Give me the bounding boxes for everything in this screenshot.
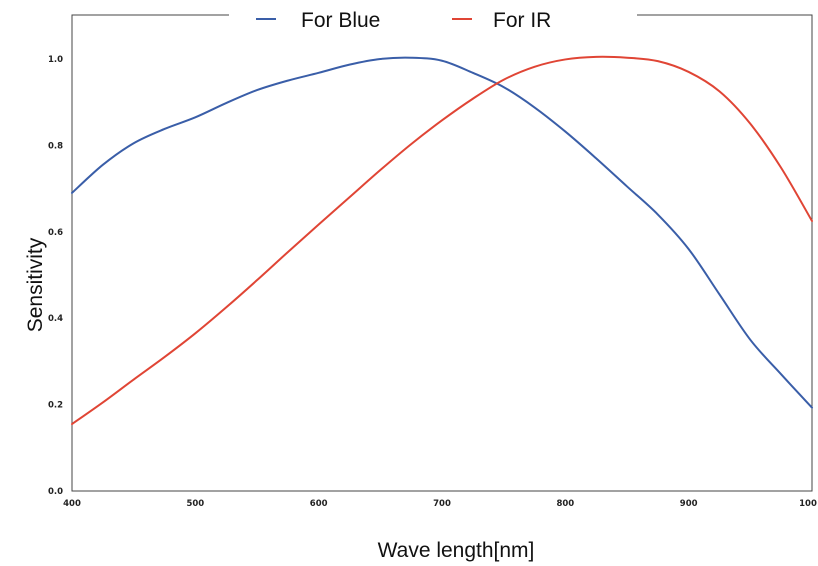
x-axis-ticks: 400 500 600 700 800 900 100 [63,499,817,509]
y-axis-ticks: 0.0 0.2 0.4 0.6 0.8 1.0 [48,55,63,497]
x-tick-label: 400 [63,499,81,509]
x-tick-label: 800 [556,499,574,509]
x-tick-label: 600 [310,499,328,509]
x-tick-label: 900 [680,499,698,509]
y-tick-label: 0.6 [48,228,63,238]
x-tick-label: 500 [186,499,204,509]
y-axis-title: Sensitivity [24,237,47,332]
series-line-for-blue [71,56,813,409]
x-axis-title: Wave length[nm] [378,539,535,562]
legend-label-for-ir: For IR [493,9,551,32]
y-tick-label: 0.4 [48,314,63,324]
legend-label-for-blue: For Blue [301,9,380,32]
y-tick-label: 1.0 [48,55,63,65]
legend: For Blue For IR [229,4,637,32]
x-tick-label: 100 [799,499,817,509]
y-tick-label: 0.0 [48,487,63,497]
series-line-for-ir [71,55,813,426]
x-tick-label: 700 [433,499,451,509]
legend-background [229,4,637,28]
plot-area-frame [71,14,813,492]
y-tick-label: 0.8 [48,141,63,151]
y-tick-label: 0.2 [48,401,63,411]
series-lines [71,55,813,426]
